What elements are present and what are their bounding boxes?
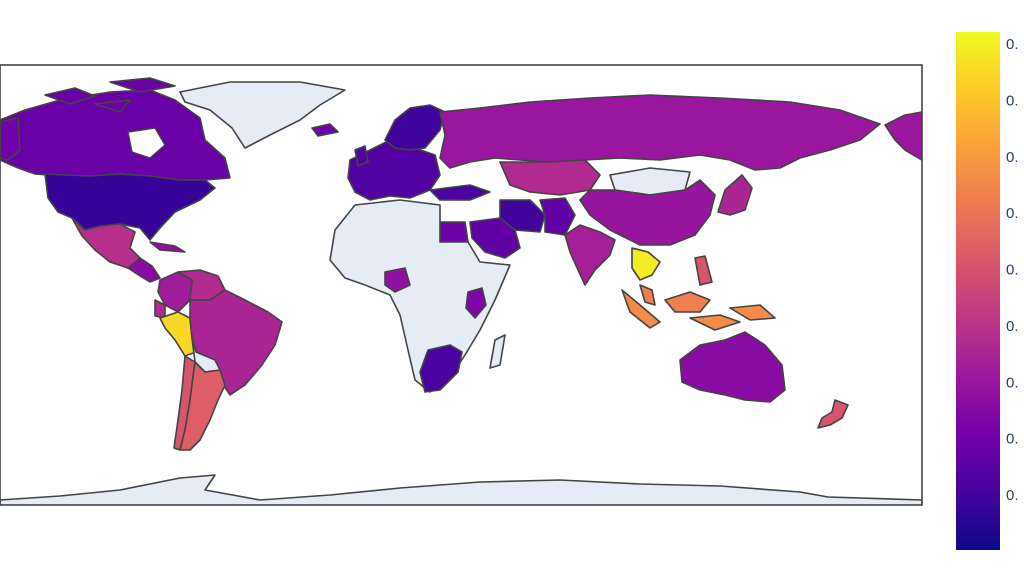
region-antarctica[interactable] (0, 474, 922, 520)
colorbar-tick-label: 0. (1006, 374, 1019, 391)
region-central-america[interactable] (127, 257, 161, 283)
region-turkey[interactable] (429, 184, 491, 201)
colorbar-ticks: 0. 0. 0. 0. 0. 0. 0. 0. 0. (1006, 36, 1019, 504)
region-china[interactable] (579, 179, 716, 246)
region-australia[interactable] (679, 331, 786, 403)
region-japan[interactable] (717, 174, 753, 216)
region-greenland[interactable] (179, 81, 346, 149)
colorbar-tick-label: 0. (1006, 318, 1019, 335)
region-egypt[interactable] (439, 221, 469, 243)
colorbar-tick-label: 0. (1006, 262, 1019, 279)
region-pakistan[interactable] (539, 197, 576, 236)
region-cuba[interactable] (149, 241, 186, 253)
region-thailand[interactable] (631, 247, 661, 281)
region-madagascar[interactable] (489, 334, 506, 369)
region-philippines[interactable] (694, 255, 713, 286)
region-argentina[interactable] (179, 361, 226, 451)
region-malaysia[interactable] (639, 284, 711, 313)
region-south-africa[interactable] (419, 344, 463, 393)
region-new-zealand[interactable] (817, 399, 849, 429)
colorbar-tick-label: 0. (1006, 92, 1019, 109)
colorbar (956, 32, 1000, 550)
region-india[interactable] (564, 224, 616, 286)
colorbar-tick-label: 0. (1006, 431, 1019, 448)
region-russia[interactable] (439, 94, 881, 171)
colorbar-tick-label: 0. (1006, 149, 1019, 166)
region-scandinavia[interactable] (384, 104, 446, 151)
colorbar-tick-label: 0. (1006, 205, 1019, 222)
region-iceland[interactable] (311, 123, 339, 137)
region-nigeria[interactable] (384, 267, 411, 293)
region-united-kingdom[interactable] (354, 145, 369, 167)
region-kenya[interactable] (465, 287, 487, 319)
map-frame (0, 64, 923, 506)
region-central-asia[interactable] (499, 159, 601, 196)
region-alaska[interactable] (0, 117, 21, 161)
region-saudi-arabia[interactable] (469, 217, 521, 259)
region-mexico[interactable] (71, 217, 141, 269)
map-geography (0, 77, 922, 520)
colorbar-tick-label: 0. (1006, 487, 1019, 504)
region-indonesia[interactable] (621, 289, 776, 331)
region-canada-islands[interactable] (44, 77, 176, 113)
colorbar-tick-label: 0. (1006, 36, 1019, 53)
region-russia-east[interactable] (884, 111, 922, 161)
region-canada[interactable] (0, 89, 231, 181)
